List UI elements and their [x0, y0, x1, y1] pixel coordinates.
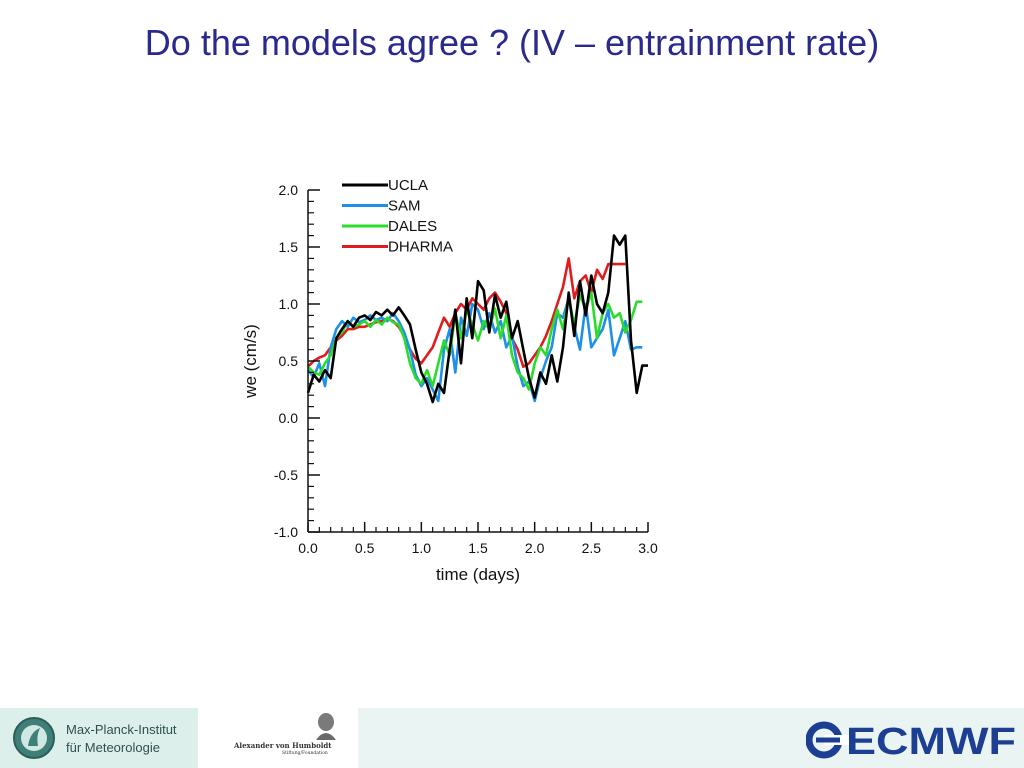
entrainment-rate-chart: 0.0 0.5 1.0 1.5 2.0 2.5 3.0 2.0 1.5 1.0 0.5 0.0 -0.5… [241, 177, 658, 584]
legend-label-ucla: UCLA [388, 177, 428, 194]
mpi-name: Max-Planck-Institut für Meteorologie [66, 721, 177, 757]
y-tick-label: -0.5 [274, 467, 298, 483]
mpi-logo-block: Max-Planck-Institut für Meteorologie [0, 708, 198, 768]
series-line-ucla [306, 234, 648, 404]
y-tick-label: 1.0 [279, 296, 299, 312]
humboldt-name: Alexander von Humboldt [234, 741, 332, 750]
chart-axes [307, 190, 648, 533]
x-tick-label: 2.5 [582, 540, 602, 556]
chart-legend: UCLA SAM DALES DHARMA [342, 177, 453, 256]
ecmwf-wave-mark [806, 721, 854, 759]
humboldt-subtitle: Stiftung/Foundation [282, 751, 328, 756]
footer-bar: Max-Planck-Institut für Meteorologie Ale… [0, 708, 1024, 768]
mpi-line1: Max-Planck-Institut [66, 722, 177, 737]
y-axis-label: we (cm/s) [241, 324, 260, 399]
plot-area [306, 234, 648, 404]
x-tick-label: 3.0 [638, 540, 658, 556]
x-tick-label: 0.0 [298, 540, 318, 556]
ecmwf-logo: ECMWF [806, 721, 1016, 760]
x-axis-label: time (days) [436, 565, 520, 584]
humboldt-logo-block: Alexander von Humboldt Stiftung/Foundati… [198, 708, 358, 768]
slide-title: Do the models agree ? (IV – entrainment … [144, 22, 880, 63]
x-tick-label: 0.5 [355, 540, 375, 556]
y-tick-label: -1.0 [274, 524, 298, 540]
y-tick-label: 0.0 [279, 410, 299, 426]
x-tick-label: 2.0 [525, 540, 545, 556]
humboldt-portrait-icon [316, 713, 336, 740]
x-tick-label: 1.5 [468, 540, 488, 556]
legend-label-dales: DALES [388, 218, 437, 235]
y-tick-label: 1.5 [279, 239, 299, 255]
legend-label-dharma: DHARMA [388, 239, 453, 256]
y-tick-label: 2.0 [279, 182, 299, 198]
ecmwf-wordmark: ECMWF [846, 721, 1016, 760]
mpi-line2: für Meteorologie [66, 740, 160, 755]
legend-label-sam: SAM [388, 198, 421, 215]
axis-ticks: 0.0 0.5 1.0 1.5 2.0 2.5 3.0 2.0 1.5 1.0 0.5 0.0 -0.5… [274, 182, 658, 556]
mpi-minerva-logo-icon [13, 717, 55, 759]
y-tick-label: 0.5 [279, 353, 299, 369]
x-tick-label: 1.0 [412, 540, 432, 556]
